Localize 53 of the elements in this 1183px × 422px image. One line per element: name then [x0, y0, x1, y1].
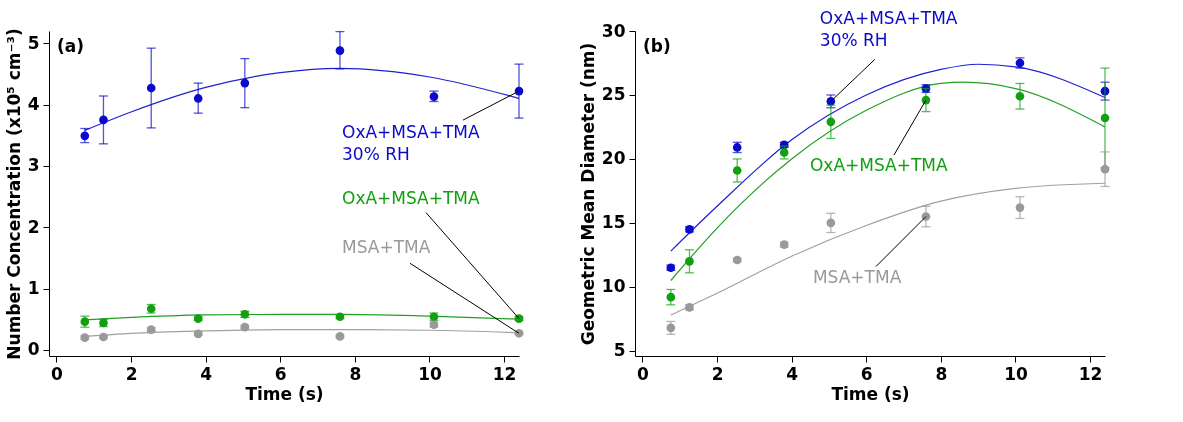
x-tick-label: 12 — [492, 363, 517, 384]
point — [1100, 164, 1110, 174]
x-tick-label: 12 — [1078, 363, 1103, 384]
x-axis-title: Time (s) — [245, 383, 324, 404]
point — [732, 166, 742, 175]
x-tick-label: 6 — [274, 363, 287, 384]
y-tick-label: 5 — [27, 32, 40, 53]
x-tick-label: 10 — [418, 363, 442, 384]
y-tick-label: 20 — [601, 148, 626, 169]
point — [826, 117, 836, 127]
point — [99, 115, 108, 125]
point — [826, 218, 836, 228]
x-tick-label: 4 — [786, 363, 799, 384]
point — [666, 292, 676, 302]
y-tick-label: 15 — [601, 212, 626, 233]
y-tick-label: 3 — [27, 155, 40, 176]
y-tick-label: 1 — [27, 278, 40, 299]
x-tick-label: 10 — [1004, 363, 1028, 384]
y-tick-label: 4 — [27, 94, 40, 115]
x-tick-label: 0 — [51, 363, 64, 384]
point — [685, 256, 694, 266]
y-tick-label: 25 — [601, 84, 626, 105]
x-tick-label: 4 — [200, 363, 213, 384]
text: OxA+MSA+TMA 30% RH — [819, 8, 958, 51]
point — [146, 83, 156, 93]
x-tick-label: 6 — [860, 363, 873, 384]
x-tick-label: 2 — [125, 363, 138, 384]
point — [240, 78, 250, 88]
y-tick-label: 0 — [27, 339, 40, 360]
text: MSA+TMA — [342, 237, 431, 258]
point — [193, 94, 203, 103]
series-label: OxA+MSA+TMA — [809, 155, 948, 176]
y-axis-title: Geometric Mean Diameter (nm) — [577, 42, 598, 346]
y-tick-label: 5 — [613, 340, 626, 361]
y-tick-label: 10 — [601, 276, 626, 297]
series-label: MSA+TMA — [812, 266, 902, 287]
point — [80, 131, 90, 141]
point — [335, 46, 345, 55]
point — [1015, 91, 1025, 101]
y-axis-title: Number Concentration (x10⁵ cm⁻³) — [3, 28, 24, 360]
point — [1015, 203, 1025, 212]
text: OxA+MSA+TMA 30% RH — [342, 122, 481, 165]
line-series — [670, 81, 1105, 282]
y-tick-label: 2 — [27, 216, 40, 237]
x-tick-label: 0 — [637, 363, 650, 384]
x-tick-label: 8 — [935, 363, 948, 384]
x-tick-label: 2 — [711, 363, 724, 384]
text: OxA+MSA+TMA — [342, 187, 481, 208]
y-tick-label: 30 — [601, 20, 626, 41]
annotation: (b) — [643, 36, 671, 56]
x-tick-label: 8 — [349, 363, 362, 384]
annotation: (a) — [57, 36, 85, 56]
x-axis-title: Time (s) — [831, 383, 910, 404]
